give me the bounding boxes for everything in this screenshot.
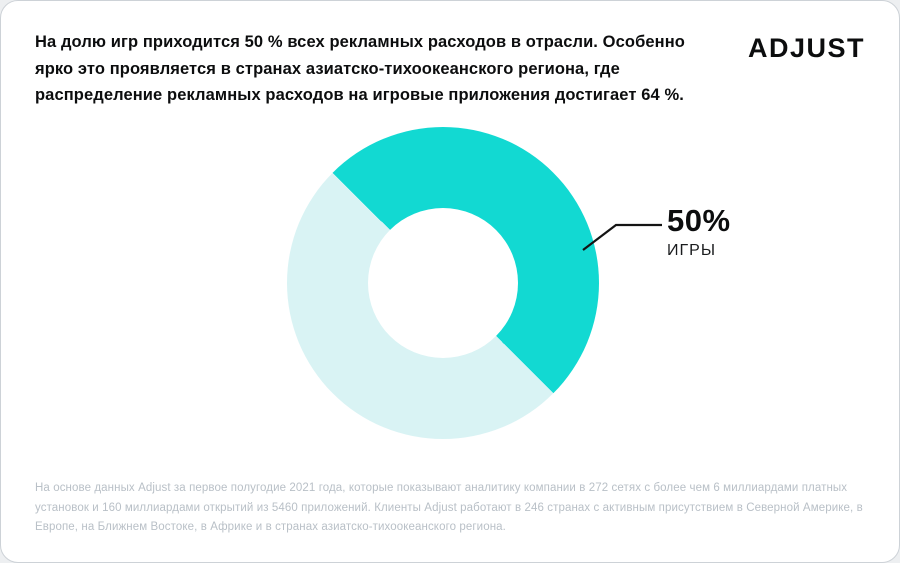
chart-section: 50% ИГРЫ: [35, 125, 865, 479]
source-note: На основе данных Adjust за первое полуго…: [35, 482, 863, 534]
callout-category-label: ИГРЫ: [667, 242, 716, 260]
adjust-logo: Adjust: [747, 33, 865, 63]
header: На долю игр приходится 50 % всех рекламн…: [35, 29, 865, 109]
headline-text: На долю игр приходится 50 % всех рекламн…: [35, 33, 685, 105]
donut-hole: [368, 208, 518, 359]
callout-leader-line: [582, 224, 662, 252]
callout: 50% ИГРЫ: [667, 203, 731, 260]
callout-percent-value: 50%: [667, 203, 731, 239]
donut-chart: [287, 127, 599, 440]
